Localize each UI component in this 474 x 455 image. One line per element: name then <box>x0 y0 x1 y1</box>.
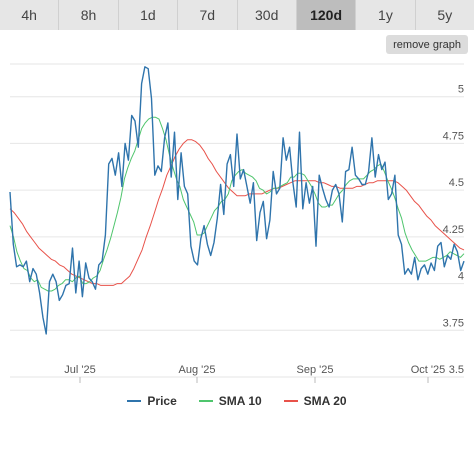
legend-item-price[interactable]: Price <box>127 390 177 412</box>
x-axis-tick-labels: Jul '25 Aug '25 Sep '25 Oct '25 <box>64 364 445 376</box>
tab-120d[interactable]: 120d <box>296 0 357 30</box>
x-tick-label: Aug '25 <box>179 364 216 376</box>
tab-1d[interactable]: 1d <box>118 0 179 30</box>
tab-30d[interactable]: 30d <box>237 0 297 30</box>
tab-5y[interactable]: 5y <box>415 0 474 30</box>
grid-lines <box>10 63 464 383</box>
chart-legend: Price SMA 10 SMA 20 <box>0 390 474 412</box>
legend-label: Price <box>147 394 177 408</box>
tab-7d[interactable]: 7d <box>178 0 238 30</box>
tab-1y[interactable]: 1y <box>356 0 416 30</box>
series-line-price <box>9 66 465 335</box>
y-tick-label: 4.25 <box>443 224 464 236</box>
legend-swatch <box>127 400 142 402</box>
y-tick-label: 5 <box>458 84 464 96</box>
legend-label: SMA 20 <box>303 394 347 408</box>
tab-4h[interactable]: 4h <box>0 0 60 30</box>
series-line-sma-20 <box>9 139 465 286</box>
remove-graph-button[interactable]: remove graph <box>386 35 468 54</box>
y-tick-label: 4 <box>458 271 464 283</box>
x-tick-label: Jul '25 <box>64 364 95 376</box>
y-tick-label: 4.5 <box>449 177 464 189</box>
legend-swatch <box>283 400 298 402</box>
y-tick-label: 3.75 <box>443 317 464 329</box>
series-lines <box>9 66 465 335</box>
y-tick-label: 3.5 <box>449 364 464 376</box>
tab-8h[interactable]: 8h <box>59 0 119 30</box>
timeframe-tabs: 4h 8h 1d 7d 30d 120d 1y 5y <box>0 0 474 30</box>
legend-label: SMA 10 <box>218 394 262 408</box>
y-axis-tick-labels: 3.5 3.75 4 4.25 4.5 4.75 5 <box>443 84 464 376</box>
x-tick-label: Oct '25 <box>411 364 446 376</box>
legend-item-sma-20[interactable]: SMA 20 <box>283 390 347 412</box>
legend-swatch <box>198 400 213 402</box>
price-chart: 3.5 3.75 4 4.25 4.5 4.75 5 Jul '25 Aug '25 Sep '… <box>9 63 465 383</box>
series-line-sma-10 <box>9 116 465 292</box>
legend-item-sma-10[interactable]: SMA 10 <box>198 390 262 412</box>
y-tick-label: 4.75 <box>443 130 464 142</box>
x-tick-label: Sep '25 <box>297 364 334 376</box>
